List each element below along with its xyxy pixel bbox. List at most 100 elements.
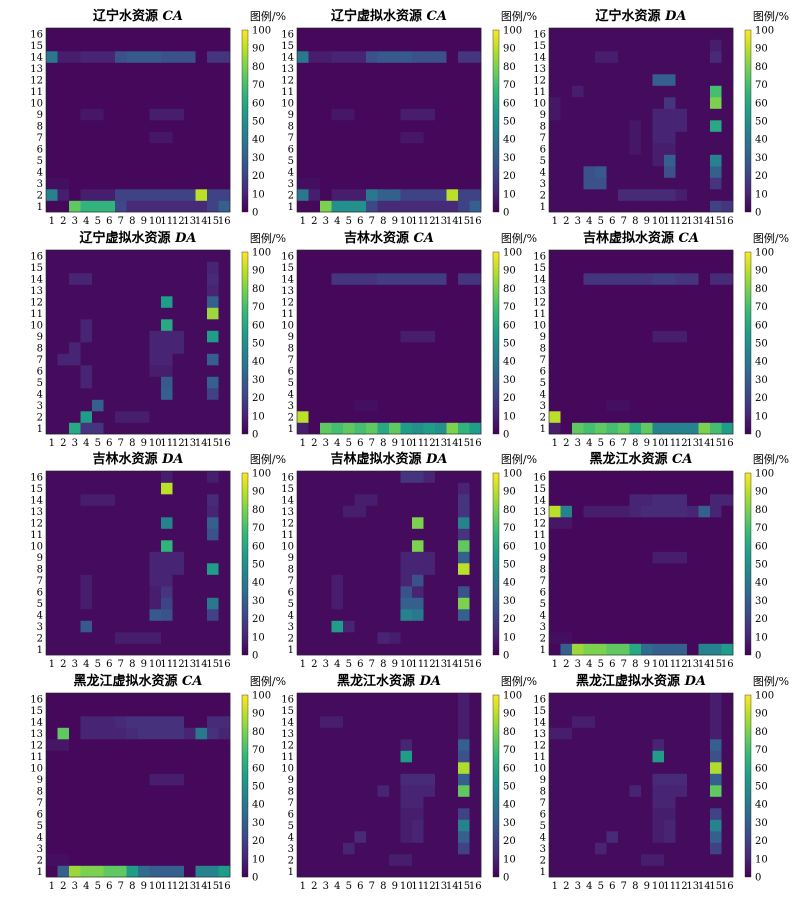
heatmap-cell xyxy=(354,494,367,506)
heatmap-cell xyxy=(629,108,642,121)
heatmap-cell xyxy=(172,563,185,575)
y-tick-label: 7 xyxy=(37,355,43,366)
heatmap-cell xyxy=(149,85,162,98)
heatmap-cell xyxy=(560,108,573,121)
heatmap-cell xyxy=(458,785,470,797)
heatmap-cell xyxy=(687,273,699,285)
x-tick-label: 13 xyxy=(434,659,447,670)
heatmap-cell xyxy=(389,773,401,786)
heatmap-cell xyxy=(297,342,309,354)
heatmap-cell xyxy=(412,39,424,52)
heatmap-cell xyxy=(435,517,447,529)
heatmap-cell xyxy=(446,842,459,855)
heatmap-cell xyxy=(195,773,208,786)
heatmap-cell xyxy=(195,120,208,132)
heatmap-cell xyxy=(149,574,162,587)
heatmap-cell xyxy=(297,388,309,400)
heatmap-cell xyxy=(138,831,150,843)
colorbar-tick-label: 0 xyxy=(755,208,761,219)
heatmap-cell xyxy=(320,762,332,774)
heatmap-cell xyxy=(446,808,459,820)
heatmap-cell xyxy=(664,693,676,705)
heatmap-cell xyxy=(560,376,573,389)
heatmap-cell xyxy=(207,597,219,610)
heatmap-cell xyxy=(218,704,231,717)
heatmap-cell xyxy=(218,399,231,412)
heatmap-cell xyxy=(46,399,58,412)
heatmap-cell xyxy=(69,108,81,121)
heatmap-cell xyxy=(343,643,355,656)
heatmap-cell xyxy=(560,517,573,529)
heatmap-cell xyxy=(629,51,642,63)
heatmap-cell xyxy=(57,422,70,435)
heatmap-cell xyxy=(423,517,436,529)
heatmap-cell xyxy=(606,273,619,285)
heatmap-cell xyxy=(115,632,127,644)
y-tick-label: 7 xyxy=(288,798,294,809)
heatmap-cell xyxy=(710,716,722,728)
heatmap-cell xyxy=(400,773,413,786)
heatmap-cell xyxy=(652,739,665,751)
heatmap-cell xyxy=(721,517,734,529)
heatmap-cell xyxy=(560,166,573,178)
heatmap-cell xyxy=(308,854,321,866)
heatmap-cell xyxy=(446,330,459,343)
heatmap-cell xyxy=(560,551,573,564)
heatmap-cell xyxy=(69,250,81,262)
heatmap-cell xyxy=(320,74,332,86)
x-tick-label: 7 xyxy=(118,216,124,227)
heatmap-cell xyxy=(126,154,139,167)
heatmap-cell xyxy=(412,540,424,552)
heatmap-cell xyxy=(172,620,185,633)
heatmap-cell xyxy=(549,693,561,705)
heatmap-cell xyxy=(172,586,185,598)
colorbar-tick-label: 10 xyxy=(755,411,768,422)
heatmap-cell xyxy=(218,574,231,587)
heatmap-cell xyxy=(80,819,93,832)
heatmap-cell xyxy=(423,773,436,786)
heatmap-cell xyxy=(161,727,173,740)
y-tick-label: 3 xyxy=(288,844,294,855)
colorbar-tick-label: 10 xyxy=(755,632,768,643)
heatmap-cell xyxy=(721,505,734,518)
x-tick-label: 9 xyxy=(141,216,147,227)
heatmap-cell xyxy=(308,819,321,832)
heatmap-cell xyxy=(377,376,390,389)
heatmap-cell xyxy=(354,365,367,377)
heatmap-cell xyxy=(710,200,722,213)
heatmap-cell xyxy=(469,632,482,644)
colorbar-tick-label: 0 xyxy=(755,873,761,884)
heatmap-cell xyxy=(184,200,196,213)
heatmap-cell xyxy=(126,365,139,377)
heatmap-cell xyxy=(435,643,447,656)
heatmap-cell xyxy=(618,494,630,506)
heatmap-cell xyxy=(549,85,561,98)
heatmap-cell xyxy=(446,296,459,308)
heatmap-cell xyxy=(103,28,116,40)
heatmap-cell xyxy=(46,330,58,343)
heatmap-cell xyxy=(343,693,355,705)
heatmap-cell xyxy=(629,388,642,400)
heatmap-cell xyxy=(664,632,676,644)
colorbar-tick-label: 10 xyxy=(252,189,265,200)
heatmap-cell xyxy=(560,831,573,843)
x-tick-label: 5 xyxy=(346,881,352,892)
heatmap-cell xyxy=(595,422,607,435)
heatmap-cell xyxy=(207,131,219,144)
heatmap-cell xyxy=(218,388,231,400)
heatmap-cell xyxy=(308,74,321,86)
heatmap-cell xyxy=(687,563,699,575)
y-tick-label: 13 xyxy=(30,507,43,518)
heatmap-cell xyxy=(297,716,309,728)
colorbar-tick-label: 40 xyxy=(252,578,265,589)
heatmap-cell xyxy=(618,831,630,843)
heatmap-cell xyxy=(184,796,196,809)
colorbar-tick-label: 20 xyxy=(755,171,768,182)
heatmap-cell xyxy=(115,842,127,855)
heatmap-cell xyxy=(343,51,355,63)
heatmap-cell xyxy=(161,750,173,763)
heatmap-cell xyxy=(583,330,596,343)
heatmap-cell xyxy=(115,727,127,740)
heatmap-cell xyxy=(172,307,185,320)
heatmap-cell xyxy=(710,597,722,610)
